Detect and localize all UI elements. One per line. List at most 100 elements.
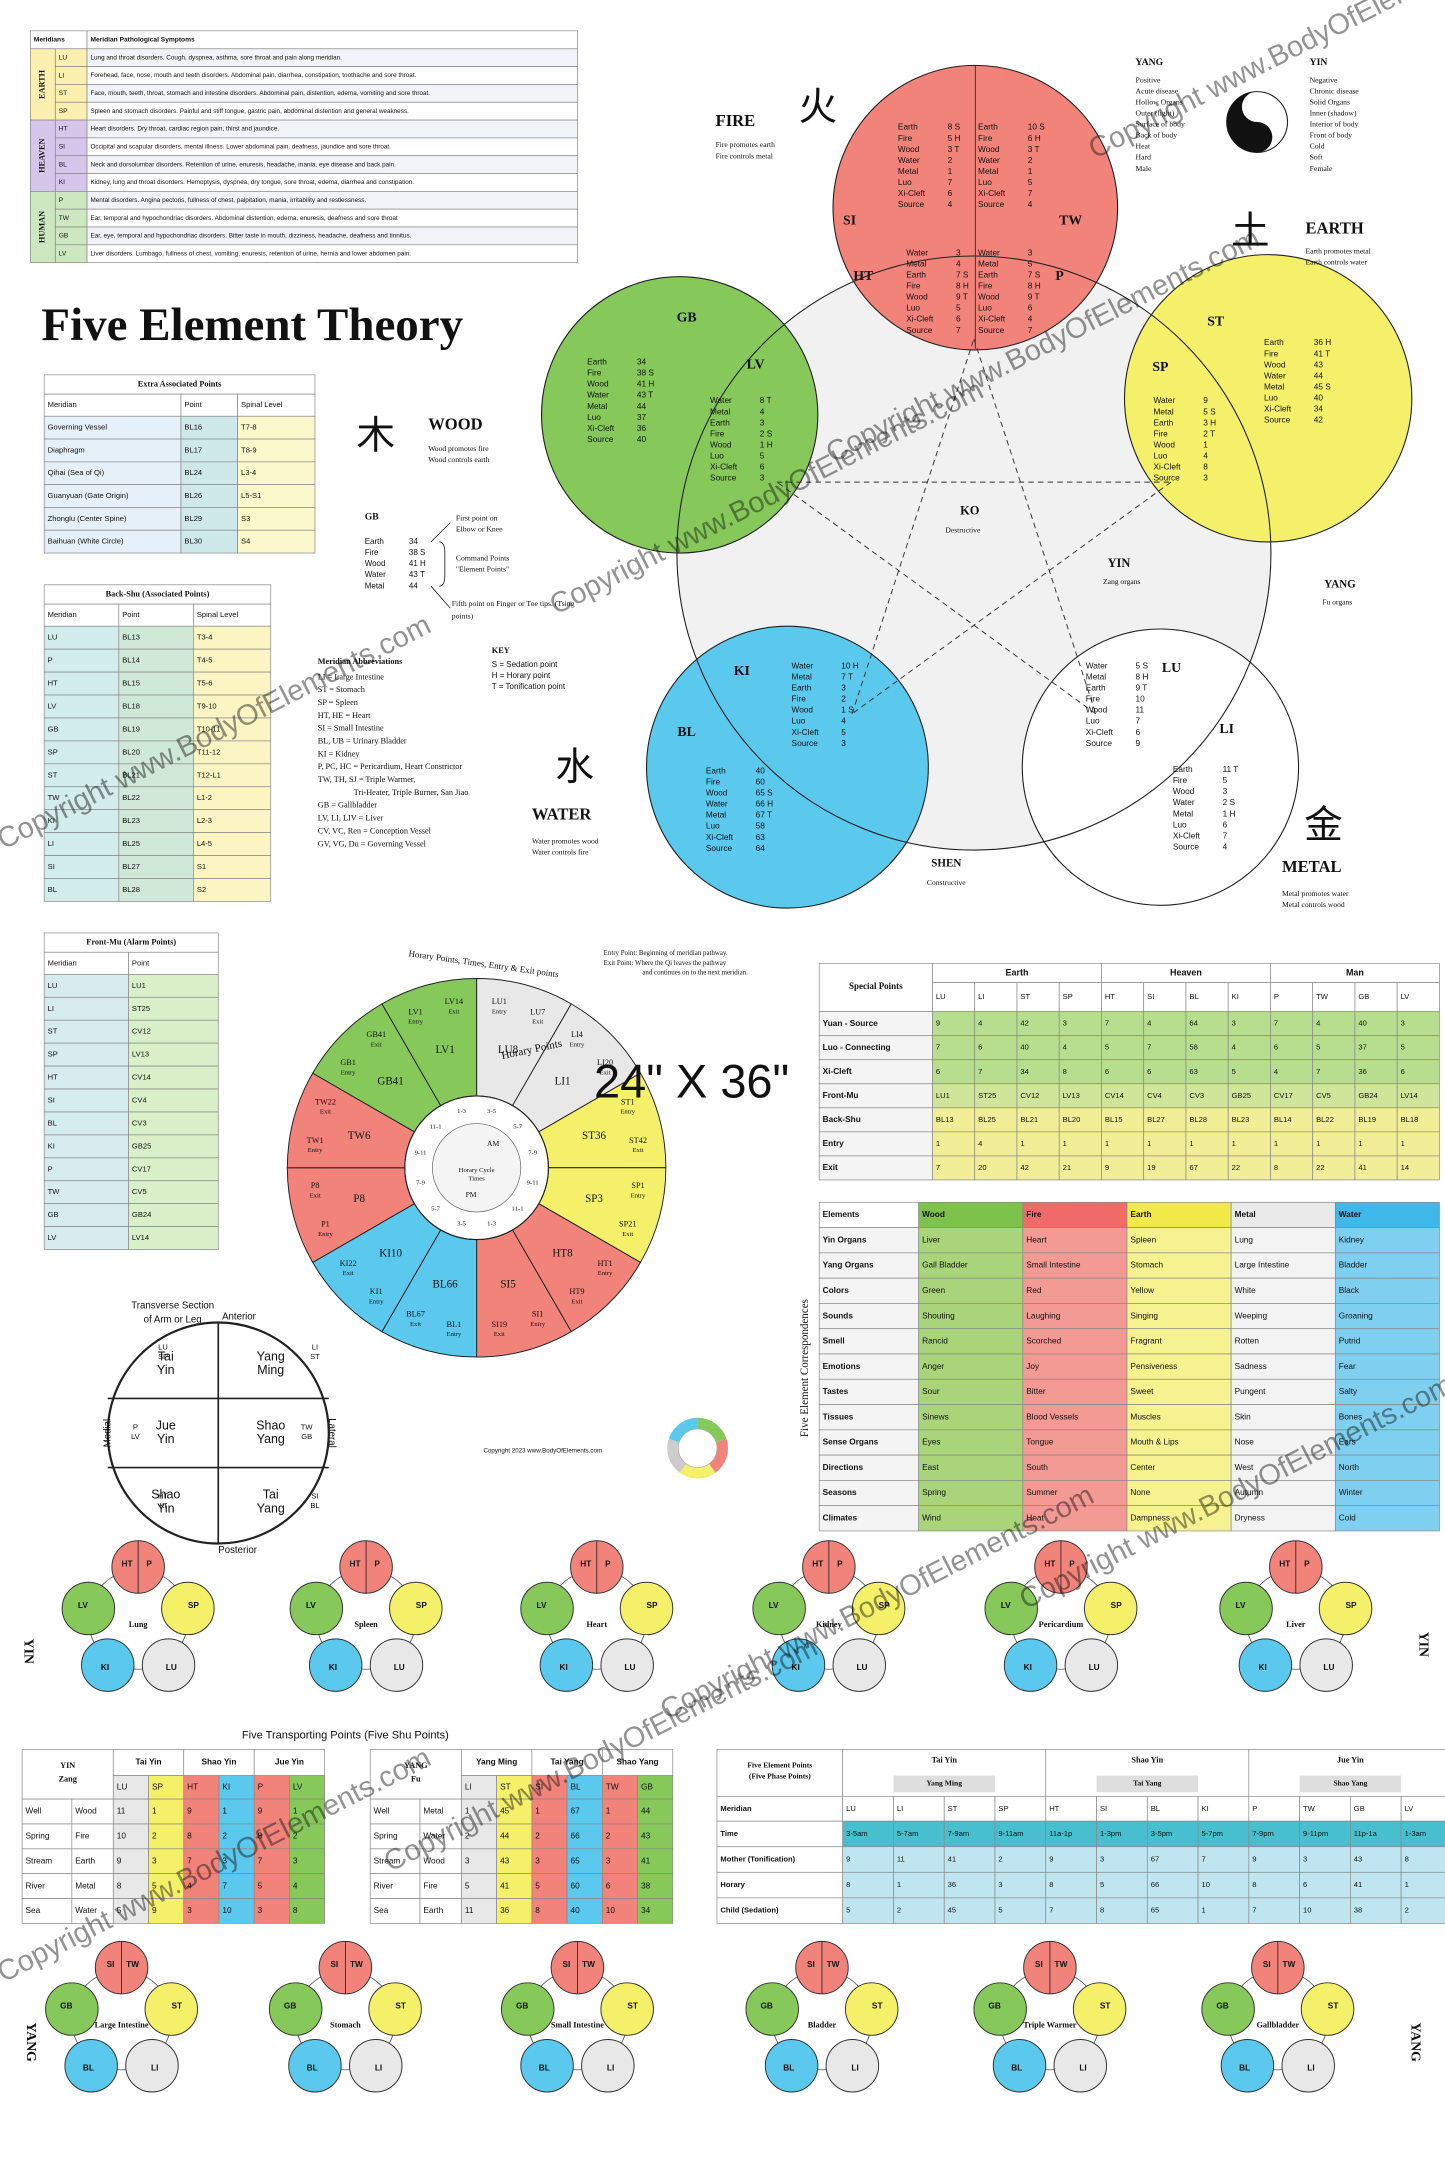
cell-text: 11 <box>117 1807 126 1816</box>
cell <box>1396 982 1440 1013</box>
point-number: 8 H <box>1028 282 1041 291</box>
point-name: Xi-Cleft <box>1173 831 1201 840</box>
cell-text: LV <box>48 1233 58 1242</box>
list-title: YIN <box>1310 57 1328 68</box>
point-number: 41 H <box>637 380 654 389</box>
cell-text: LU <box>117 1783 128 1792</box>
cell-text: Spring <box>374 1832 398 1841</box>
cell-text: 6 <box>1274 1043 1278 1052</box>
abbr-item: CV, VC, Ren = Conception Vessel <box>318 826 432 835</box>
entry-word: Entry <box>598 1270 613 1277</box>
point-name: Water <box>365 570 386 579</box>
cell <box>1227 1035 1271 1061</box>
cell-text: 1 <box>1274 1139 1278 1148</box>
group: Tai Yin <box>931 1755 957 1764</box>
cell-text: Diaphragm <box>48 445 85 454</box>
cell <box>842 1846 894 1873</box>
cell-text: ST <box>948 1804 958 1813</box>
point-number: 45 S <box>1314 382 1331 391</box>
cell-text: 7 <box>1105 1019 1109 1028</box>
cell-text: 11 <box>897 1855 905 1864</box>
horary-point: ST36 <box>582 1130 606 1142</box>
cell-text: T5-6 <box>197 679 213 688</box>
point-number: 4 <box>1223 842 1228 851</box>
point-number: 2 <box>948 156 953 165</box>
cell-text: T7-8 <box>241 423 257 432</box>
pointer <box>430 522 451 543</box>
side-label: YANG <box>1408 2023 1423 2063</box>
entry-word: Entry <box>620 1109 635 1116</box>
element-name: WOOD <box>428 415 482 434</box>
cell-text: Black <box>1339 1286 1360 1295</box>
quadrant: Yin <box>157 1501 175 1515</box>
element-char: 金 <box>1304 804 1343 847</box>
cell-text: ST25 <box>978 1091 996 1100</box>
cell <box>994 1897 1047 1924</box>
organ-name: Pericardium <box>1039 1620 1084 1629</box>
cell <box>43 1157 129 1182</box>
list-item: Chronic disease <box>1310 86 1360 95</box>
cell <box>1354 1035 1398 1061</box>
cell <box>1146 1871 1199 1899</box>
cell-text: GB25 <box>132 1141 151 1150</box>
cell-text: Bitter <box>1026 1387 1046 1396</box>
list-item: Solid Organs <box>1310 97 1350 106</box>
cell <box>1396 1035 1440 1061</box>
cell-text: Joy <box>1026 1362 1040 1371</box>
cell <box>43 1134 129 1159</box>
cell <box>193 878 272 902</box>
cell <box>1299 1871 1351 1899</box>
organ-circle <box>288 2038 342 2093</box>
organ-circle <box>520 2038 574 2093</box>
point-number: 5 <box>841 728 846 737</box>
cell-text: Blood Vessels <box>1026 1412 1078 1421</box>
circle-code: LU <box>166 1663 177 1672</box>
cell-text: 5-7pm <box>1202 1829 1223 1838</box>
cell <box>994 1846 1047 1873</box>
cell-text: 5 <box>1105 1043 1109 1052</box>
cell-text: KI <box>48 816 55 825</box>
cell <box>1227 1131 1271 1157</box>
point-name: Metal <box>587 402 607 411</box>
am: AM <box>487 1139 499 1148</box>
cell-text: 63 <box>1189 1067 1197 1076</box>
cell <box>716 1871 844 1899</box>
organ-circle <box>619 1581 674 1636</box>
cell-text: Wind <box>922 1513 941 1522</box>
exit-point: BL67 <box>406 1310 425 1319</box>
yin-yang-dot <box>1252 102 1262 111</box>
cell-text: Bladder <box>1339 1261 1368 1270</box>
point-number: 5 <box>760 452 765 461</box>
cell <box>496 1798 533 1825</box>
cell-text: TW <box>48 1187 61 1196</box>
cell-text: P <box>48 656 53 665</box>
cell-text: Ears <box>1339 1438 1356 1447</box>
exit-word: Exit <box>600 1069 611 1076</box>
point-number: 38 S <box>637 369 654 378</box>
cell-text: SI <box>535 1783 543 1792</box>
organ-circle <box>1053 2038 1108 2093</box>
point-number: 5 H <box>948 134 961 143</box>
cell-text: 40 <box>1020 1043 1028 1052</box>
point-number: 7 S <box>956 271 969 280</box>
meridian-code: LV <box>747 356 765 371</box>
cell-text: CV3 <box>132 1118 147 1127</box>
cell-text: 41 <box>1358 1163 1366 1172</box>
circle-code: LV <box>1001 1601 1011 1610</box>
cell-text: CV17 <box>1274 1091 1293 1100</box>
cell-text: 5-7am <box>897 1829 918 1838</box>
cell-text: ST <box>48 1027 58 1036</box>
cell-text: LU1 <box>132 981 146 990</box>
cell <box>1270 1059 1314 1085</box>
cell-text: 5 <box>1316 1043 1320 1052</box>
cell-text: Occipital and scapular disorders, mental… <box>90 143 391 150</box>
circle-code: SP <box>647 1601 659 1610</box>
circle-code: TW <box>827 1960 840 1969</box>
cell <box>1022 1227 1128 1254</box>
circle-code: SP <box>188 1601 200 1610</box>
cell-text: 3 <box>187 1906 192 1915</box>
cell <box>818 1378 920 1405</box>
cell-text: Stream <box>374 1856 401 1865</box>
table-title: Extra Associated Points <box>138 379 222 388</box>
